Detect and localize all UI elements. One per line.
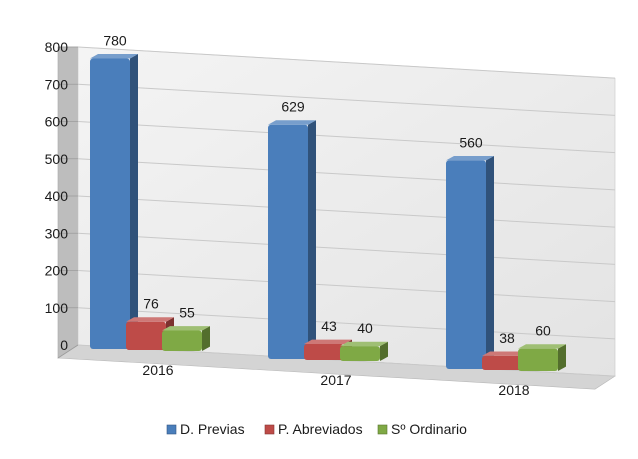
bar bbox=[482, 355, 522, 370]
bar-side bbox=[202, 326, 210, 351]
gridline-side bbox=[57, 344, 79, 359]
gridline bbox=[77, 46, 616, 79]
y-tick-label: 400 bbox=[45, 188, 69, 204]
gridlines bbox=[57, 46, 616, 377]
bar-top bbox=[518, 344, 566, 349]
bar bbox=[162, 330, 202, 351]
y-tick-label: 100 bbox=[45, 300, 69, 316]
gridline bbox=[77, 307, 616, 340]
legend: D. Previas P. Abreviados Sº Ordinario bbox=[166, 421, 467, 437]
x-tick-label: 2016 bbox=[142, 362, 173, 378]
bar-side bbox=[130, 54, 138, 350]
legend-label: Sº Ordinario bbox=[391, 421, 467, 437]
bar-top bbox=[340, 341, 388, 347]
legend-swatch bbox=[377, 424, 388, 435]
data-label: 40 bbox=[357, 320, 373, 336]
bar-side bbox=[558, 344, 566, 371]
y-tick-label: 200 bbox=[45, 263, 69, 279]
gridline bbox=[77, 232, 616, 265]
bar bbox=[90, 58, 130, 349]
legend-label: D. Previas bbox=[180, 421, 245, 437]
bar bbox=[518, 348, 558, 371]
y-tick-label: 700 bbox=[45, 76, 69, 92]
data-label: 560 bbox=[459, 134, 483, 150]
bar-top bbox=[90, 54, 138, 59]
bar bbox=[446, 160, 486, 369]
legend-swatch bbox=[264, 424, 275, 435]
gridline bbox=[77, 121, 616, 154]
bars: 780 76 55 629 43 40 560 38 60 bbox=[90, 32, 566, 371]
x-axis: 2016 2017 2018 bbox=[142, 362, 529, 398]
bar bbox=[126, 321, 166, 350]
data-label: 60 bbox=[535, 323, 551, 339]
data-label: 629 bbox=[281, 99, 305, 115]
bar-top bbox=[446, 156, 494, 161]
bar bbox=[340, 346, 380, 361]
legend-swatch bbox=[166, 424, 177, 435]
data-label: 76 bbox=[143, 296, 159, 312]
bar bbox=[304, 343, 344, 360]
y-tick-label: 300 bbox=[45, 225, 69, 241]
gridline bbox=[77, 83, 616, 116]
data-label: 38 bbox=[499, 330, 515, 346]
bar-top bbox=[268, 120, 316, 125]
y-axis: 0 100 200 300 400 500 600 700 800 bbox=[45, 39, 69, 353]
y-tick-label: 0 bbox=[60, 337, 68, 353]
y-tick-label: 600 bbox=[45, 114, 69, 130]
bar-top bbox=[162, 326, 210, 331]
data-label: 780 bbox=[103, 32, 127, 48]
bar-top bbox=[304, 339, 352, 344]
data-label: 43 bbox=[321, 318, 337, 334]
gridline bbox=[77, 270, 616, 303]
x-tick-label: 2018 bbox=[498, 382, 529, 398]
bar-side bbox=[486, 156, 494, 369]
y-tick-label: 500 bbox=[45, 151, 69, 167]
y-tick-label: 800 bbox=[45, 39, 69, 55]
bar-side bbox=[308, 120, 316, 359]
bar-side bbox=[380, 341, 388, 361]
legend-label: P. Abreviados bbox=[278, 421, 363, 437]
x-tick-label: 2017 bbox=[320, 372, 351, 388]
gridline bbox=[77, 195, 616, 228]
data-label: 55 bbox=[179, 305, 195, 321]
bar bbox=[268, 124, 308, 359]
gridline bbox=[77, 158, 616, 191]
bar-top bbox=[126, 317, 174, 322]
